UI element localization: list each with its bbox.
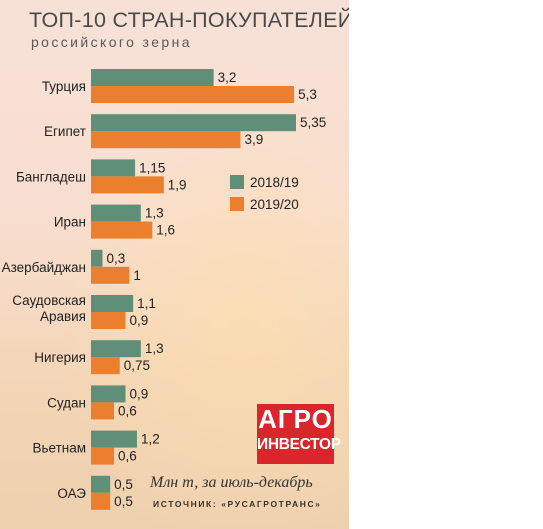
chart-subtitle: российского зерна (31, 34, 192, 50)
bar-2018-19-9 (91, 475, 111, 493)
bar-2018-19-5 (91, 295, 134, 312)
bar-2019-20-9 (91, 492, 111, 510)
value-label-2019-20-3: 1,6 (156, 223, 175, 238)
category-label-5-line-0: Саудовская (12, 293, 86, 308)
bar-2019-20-0 (91, 86, 295, 103)
agroinvestor-logo: АГРО ИНВЕСТОР (257, 404, 341, 464)
legend-swatch-2019-20 (230, 197, 244, 211)
value-label-2019-20-4: 1 (133, 268, 141, 283)
value-label-2018-19-9: 0,5 (114, 477, 133, 492)
value-label-2018-19-3: 1,3 (145, 206, 164, 221)
bar-2019-20-7 (91, 402, 114, 420)
legend-label-2019-20: 2019/20 (250, 197, 299, 212)
category-label-5-line-1: Аравия (40, 309, 86, 324)
value-label-2019-20-6: 0,75 (124, 358, 150, 373)
bar-2019-20-5 (91, 312, 126, 329)
chart-panel: ТОП-10 СТРАН-ПОКУПАТЕЛЕЙ российского зер… (0, 0, 349, 529)
category-label-9: ОАЭ (57, 486, 86, 501)
source-note: ИСТОЧНИК: «РУСАГРОТРАНС» (153, 499, 322, 509)
value-label-2018-19-1: 5,35 (300, 115, 326, 130)
bar-2018-19-4 (91, 249, 103, 267)
bar-2019-20-6 (91, 357, 120, 375)
value-label-2018-19-0: 3,2 (218, 70, 237, 85)
bar-2018-19-1 (91, 114, 296, 132)
value-label-2019-20-7: 0,6 (118, 403, 137, 418)
value-label-2019-20-5: 0,9 (129, 313, 148, 328)
value-label-2019-20-9: 0,5 (114, 494, 133, 509)
value-label-2018-19-2: 1,15 (139, 160, 165, 175)
value-label-2019-20-2: 1,9 (168, 177, 187, 192)
bar-2018-19-2 (91, 159, 136, 177)
value-label-2019-20-8: 0,6 (118, 449, 137, 464)
category-label-4: Азербайджан (2, 260, 86, 275)
value-label-2018-19-6: 1,3 (145, 341, 164, 356)
bar-2018-19-7 (91, 385, 126, 403)
category-label-3: Иран (54, 215, 86, 230)
legend-label-2018-19: 2018/19 (250, 175, 299, 190)
category-label-2: Бангладеш (16, 169, 86, 184)
bar-2019-20-8 (91, 447, 114, 465)
bar-chart: 3,2 5,3 Турция 5,35 3,9 Египет 1,151,9 Бангладе… (2, 69, 326, 510)
value-label-2019-20-0: 5,3 (298, 87, 317, 102)
category-label-7: Судан (47, 395, 86, 410)
category-label-0: Турция (42, 79, 86, 94)
value-label-2018-19-7: 0,9 (129, 386, 148, 401)
bar-2019-20-1 (91, 131, 241, 149)
value-label-2018-19-4: 0,3 (106, 251, 125, 266)
bar-2019-20-2 (91, 176, 164, 194)
bar-2018-19-6 (91, 340, 141, 358)
legend-swatch-2018-19 (230, 175, 244, 189)
category-label-8: Вьетнам (32, 441, 86, 456)
bar-2019-20-3 (91, 221, 153, 239)
bar-2018-19-0 (91, 69, 214, 86)
value-label-2018-19-8: 1,2 (141, 432, 160, 447)
units-note: Млн т, за июль-декабрь (150, 474, 313, 491)
value-label-2019-20-1: 3,9 (244, 132, 263, 147)
logo-line-1: АГРО (258, 404, 333, 434)
bar-2018-19-3 (91, 204, 141, 222)
bar-2018-19-8 (91, 430, 137, 448)
value-label-2018-19-5: 1,1 (137, 296, 156, 311)
logo-line-2: ИНВЕСТОР (257, 436, 341, 453)
category-label-6: Нигерия (34, 350, 86, 365)
category-label-1: Египет (44, 124, 86, 139)
chart-title: ТОП-10 СТРАН-ПОКУПАТЕЛЕЙ (29, 8, 349, 32)
bar-2019-20-4 (91, 266, 130, 284)
